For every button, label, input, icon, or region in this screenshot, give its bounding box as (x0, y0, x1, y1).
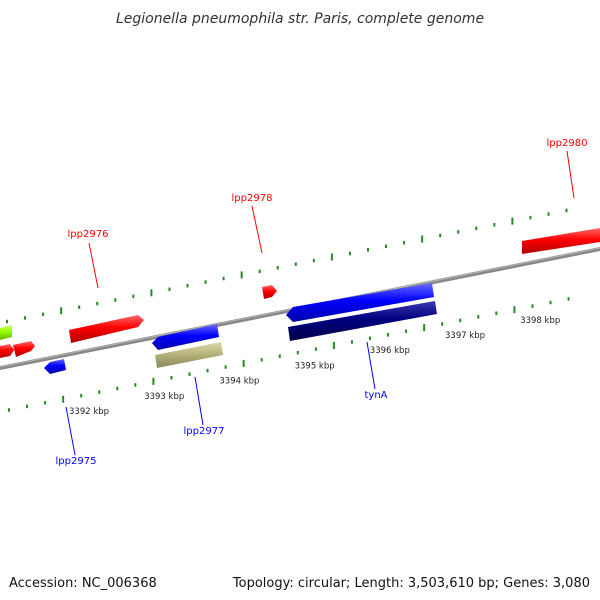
scale-tick-label: 3394 kbp (219, 377, 259, 387)
gene-label-leader-line (251, 205, 263, 254)
reverse-tick-track (8, 297, 570, 412)
gene-label-lpp2975[interactable]: lpp2975 (56, 456, 97, 467)
gene-label-lpp2976[interactable]: lpp2976 (68, 229, 109, 240)
gene-arrow-other-edge[interactable] (0, 325, 12, 340)
scale-tick-label: 3395 kbp (295, 361, 335, 371)
gene-arrow-lpp2976[interactable] (69, 315, 144, 343)
map-title: Legionella pneumophila str. Paris, compl… (116, 11, 484, 27)
gene-label-leader-line (194, 376, 204, 426)
forward-genes (0, 228, 600, 358)
topology-summary-text: Topology: circular; Length: 3,503,610 bp… (232, 576, 590, 591)
gene-arrow-lpp2978[interactable] (262, 285, 277, 299)
gene-arrow-tynA[interactable] (286, 283, 434, 322)
gene-labels: lpp2976 lpp2978 lpp2980 lpp2975 lpp2977 tynA (56, 138, 588, 467)
scale-tick-label: 3392 kbp (69, 407, 109, 417)
gene-label-lpp2977[interactable]: lpp2977 (184, 426, 225, 437)
gene-label-leader-line (566, 150, 575, 199)
accession-text: Accession: NC_006368 (9, 576, 157, 591)
gene-label-leader-line (88, 242, 99, 289)
scale-tick-label: 3396 kbp (370, 346, 410, 356)
gene-label-lpp2980[interactable]: lpp2980 (547, 138, 588, 149)
gene-arrow-forward-edge-1[interactable] (13, 341, 35, 357)
scale-tick-label: 3398 kbp (520, 316, 560, 326)
gene-label-leader-line (65, 406, 76, 456)
reverse-genes (44, 283, 437, 374)
scale-tick-labels: 3392 kbp 3393 kbp 3394 kbp 3395 kbp 3396 kbp… (69, 316, 560, 417)
gene-label-lpp2978[interactable]: lpp2978 (232, 193, 273, 204)
gene-label-leader-line (366, 341, 376, 390)
gene-arrow-lpp2980[interactable] (522, 228, 600, 254)
gene-label-tynA[interactable]: tynA (364, 390, 387, 401)
gene-dark-tynA[interactable] (288, 301, 437, 341)
gene-arrow-lpp2975[interactable] (44, 359, 66, 374)
scale-tick-label: 3397 kbp (445, 331, 485, 341)
scale-tick-label: 3393 kbp (144, 392, 184, 402)
gene-arrow-forward-edge-2[interactable] (0, 344, 14, 358)
forward-tick-track (6, 208, 568, 324)
gene-rna-lpp2977[interactable] (155, 342, 223, 368)
gene-arrow-lpp2977[interactable] (152, 324, 219, 350)
